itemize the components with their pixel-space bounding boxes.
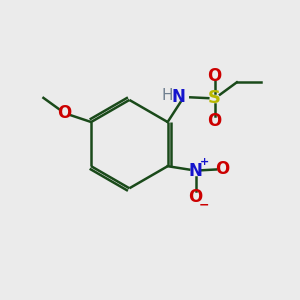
- Text: O: O: [208, 112, 222, 130]
- Text: N: N: [189, 162, 202, 180]
- Text: O: O: [188, 188, 203, 206]
- Text: +: +: [200, 157, 209, 167]
- Text: O: O: [215, 160, 229, 178]
- Text: N: N: [172, 88, 185, 106]
- Text: O: O: [58, 104, 72, 122]
- Text: S: S: [208, 89, 221, 107]
- Text: H: H: [161, 88, 172, 103]
- Text: O: O: [208, 67, 222, 85]
- Text: −: −: [199, 198, 210, 211]
